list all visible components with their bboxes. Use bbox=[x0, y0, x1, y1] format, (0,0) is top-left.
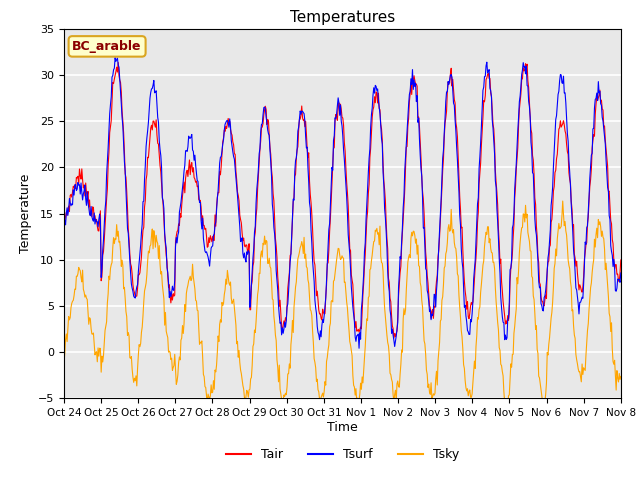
Tsurf bbox=[60, 225, 68, 231]
Tair bbox=[128, 271, 136, 277]
Tair bbox=[428, 308, 436, 314]
Tsky bbox=[127, 354, 135, 360]
Tsky bbox=[60, 360, 68, 365]
Line: Tsurf: Tsurf bbox=[64, 58, 621, 348]
Title: Temperatures: Temperatures bbox=[290, 10, 395, 25]
Tsurf bbox=[214, 188, 222, 193]
Tsky bbox=[426, 391, 434, 397]
Tair bbox=[70, 184, 78, 190]
Tair bbox=[390, 335, 397, 341]
Tsurf bbox=[70, 192, 78, 198]
Legend: Tair, Tsurf, Tsky: Tair, Tsurf, Tsky bbox=[221, 443, 464, 466]
Tair bbox=[185, 165, 193, 171]
Tsky bbox=[559, 198, 566, 204]
Tsurf bbox=[185, 133, 193, 139]
Tsky bbox=[214, 349, 221, 355]
Tsurf bbox=[128, 285, 136, 291]
Tsurf bbox=[355, 346, 363, 351]
Tsky bbox=[410, 228, 418, 234]
Line: Tair: Tair bbox=[64, 62, 621, 338]
Y-axis label: Temperature: Temperature bbox=[19, 174, 33, 253]
Tair bbox=[115, 60, 122, 65]
Tair bbox=[412, 81, 419, 87]
Tsurf bbox=[111, 55, 119, 60]
Tsurf bbox=[617, 270, 625, 276]
X-axis label: Time: Time bbox=[327, 421, 358, 434]
Tsurf bbox=[428, 311, 436, 317]
Text: BC_arable: BC_arable bbox=[72, 40, 142, 53]
Tsky bbox=[184, 282, 192, 288]
Tair bbox=[617, 257, 625, 263]
Line: Tsky: Tsky bbox=[64, 201, 621, 416]
Tsky bbox=[617, 373, 625, 379]
Tair bbox=[60, 209, 68, 215]
Tsurf bbox=[412, 80, 419, 86]
Tsky bbox=[70, 293, 78, 299]
Tsky bbox=[540, 413, 547, 419]
Tair bbox=[214, 190, 222, 195]
